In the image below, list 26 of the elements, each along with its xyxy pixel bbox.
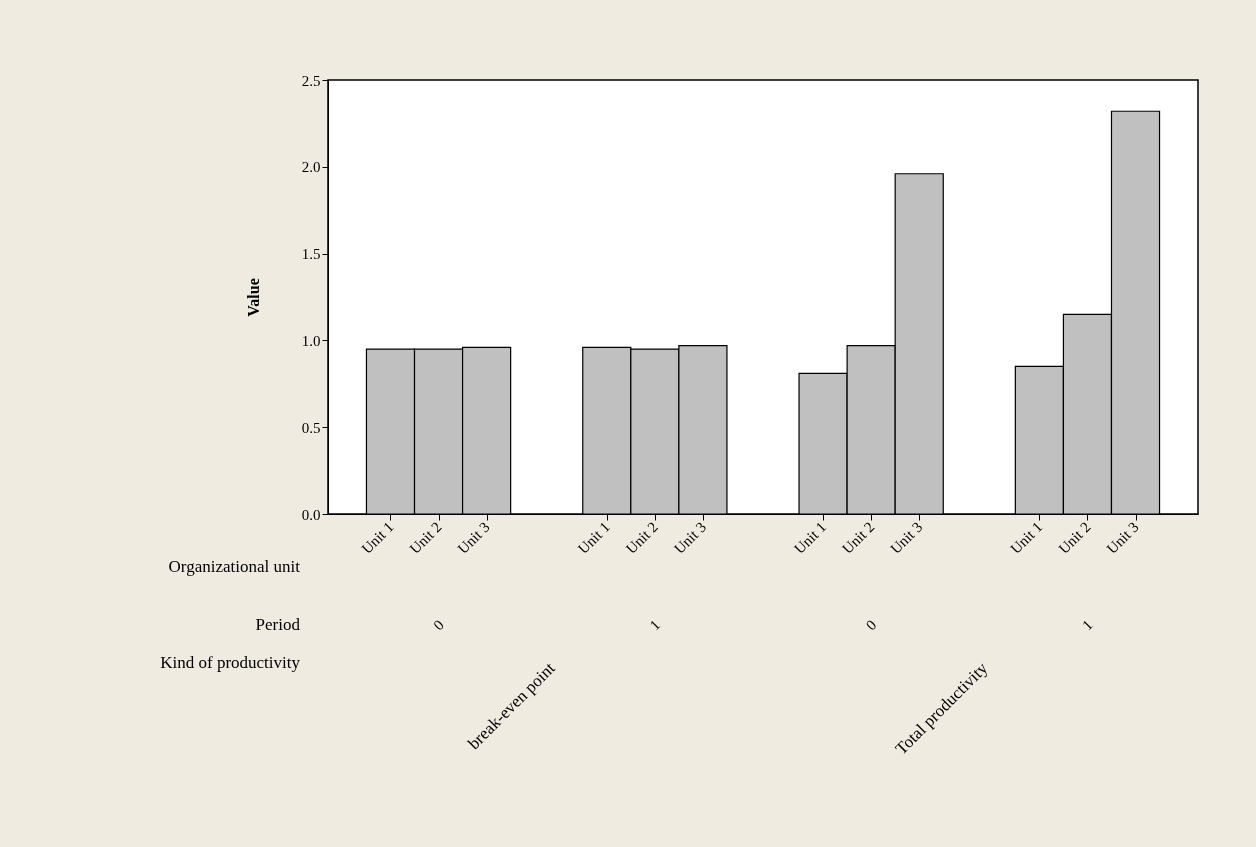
y-axis-title: Value bbox=[244, 278, 262, 317]
x-tick-label: Unit 1 bbox=[1007, 518, 1046, 557]
text: 0 bbox=[862, 616, 880, 634]
x-tick-label: Unit 3 bbox=[670, 518, 710, 557]
x-tick-label: Unit 3 bbox=[454, 518, 493, 557]
y-tick-label: 1.0 bbox=[301, 332, 321, 349]
y-tick-label: 1.5 bbox=[301, 246, 321, 263]
text: 1 bbox=[646, 616, 664, 634]
x-tick-label: Unit 3 bbox=[887, 518, 926, 557]
x-tick-label: Unit 1 bbox=[358, 518, 397, 557]
text: 1 bbox=[1079, 616, 1096, 634]
x-tick-label: Unit 2 bbox=[406, 518, 445, 557]
y-tick-label: 0.0 bbox=[301, 506, 321, 523]
x-tick-label: Unit 1 bbox=[574, 518, 613, 557]
x-tick-label: Unit 3 bbox=[1103, 518, 1142, 557]
x-tick-label: Unit 2 bbox=[1055, 518, 1094, 557]
y-tick-label: 2.0 bbox=[301, 159, 321, 176]
text: 0 bbox=[430, 616, 447, 634]
x-tick-label: Unit 1 bbox=[791, 518, 830, 557]
y-tick-label: 2.5 bbox=[301, 72, 321, 89]
text: Period bbox=[255, 615, 301, 634]
text: Organizational unit bbox=[168, 557, 301, 576]
y-tick-label: 0.5 bbox=[301, 419, 321, 436]
x-tick-label: Unit 2 bbox=[839, 518, 878, 557]
x-tick-label: Unit 2 bbox=[622, 518, 662, 557]
text: Kind of productivity bbox=[160, 653, 301, 672]
